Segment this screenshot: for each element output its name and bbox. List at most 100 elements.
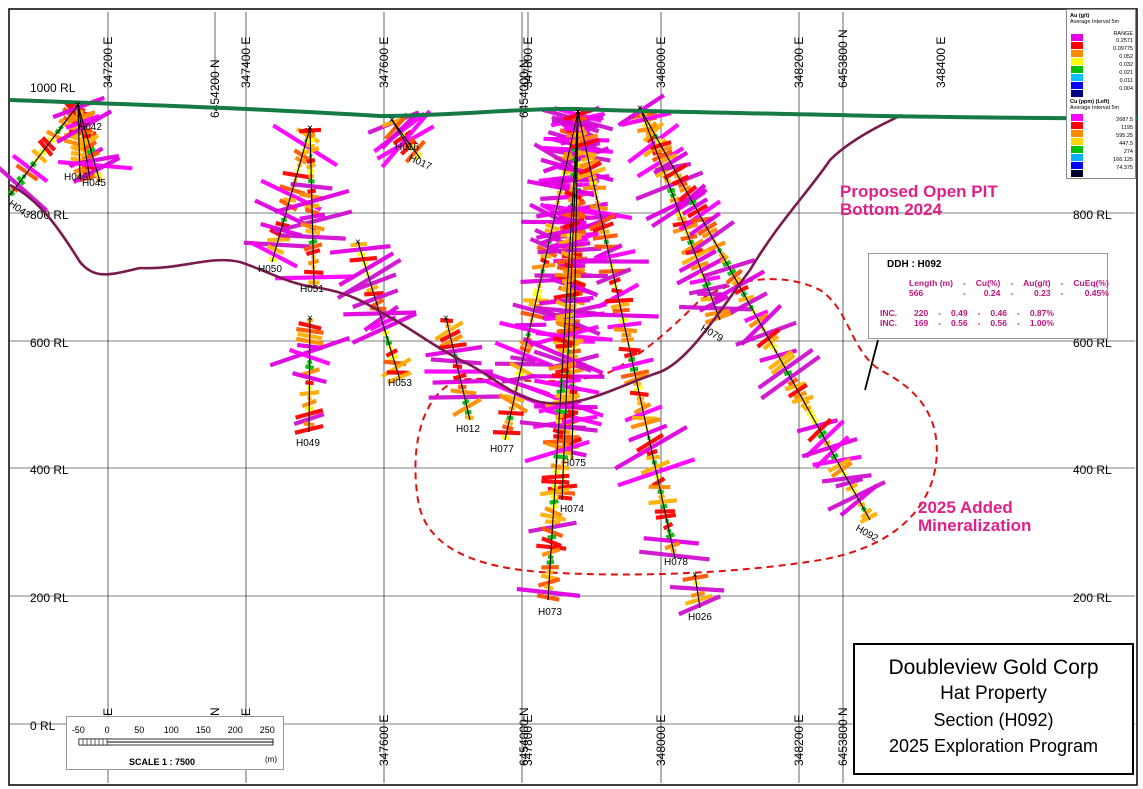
au-swatch xyxy=(1071,82,1083,89)
topography-line xyxy=(9,98,1138,121)
rl-label: 600 RL xyxy=(30,336,69,350)
ddh-cell: INC. xyxy=(880,318,897,328)
rl-labels-left: 1000 RL 800 RL 600 RL 400 RL 200 RL 0 RL xyxy=(30,81,76,733)
scale-tick: 150 xyxy=(196,725,211,735)
drill-trace xyxy=(77,104,101,183)
drill-trace xyxy=(77,104,81,179)
hole-label: H077 xyxy=(490,444,514,455)
cu-value: 166.125 xyxy=(1113,157,1133,163)
collar-mark: × xyxy=(389,115,395,126)
ddh-cell: 0.24 xyxy=(983,288,1001,298)
ddh-row: INC. 169 - 0.56 - 0.56 - 1.00% xyxy=(875,318,1059,328)
cu-swatch xyxy=(1071,130,1083,137)
rl-label: 200 RL xyxy=(1073,591,1112,605)
collar-mark: × xyxy=(575,107,581,118)
hole-label: H046 xyxy=(64,172,88,183)
collar-mark: × xyxy=(307,313,313,324)
ddh-sep: - xyxy=(1060,278,1064,288)
cu-swatch xyxy=(1071,162,1083,169)
au-value: 0.2571 xyxy=(1116,38,1133,44)
au-value: 0.011 xyxy=(1119,78,1133,84)
scale-tick: 250 xyxy=(260,725,275,735)
callout-leader xyxy=(864,339,879,391)
drill-trace xyxy=(308,317,311,433)
au-legend-subtitle: Average Interval 5m xyxy=(1070,19,1120,25)
collar-mark: × xyxy=(575,107,581,118)
au-legend-title: Au (g/t) xyxy=(1070,13,1090,19)
grid-label: 347800 E xyxy=(521,37,535,88)
collar-mark: × xyxy=(355,237,361,248)
ddh-col-au: Au(g/t) xyxy=(1023,278,1051,288)
collar-mark: × xyxy=(575,107,581,118)
rl-label: 600 RL xyxy=(1073,336,1112,350)
grid-label: 348400 E xyxy=(934,37,948,88)
added-mineralization-outline xyxy=(414,278,938,576)
scale-bar-box: -50 0 50 100 150 200 250 (m) SCALE 1 : 7500 xyxy=(66,716,284,770)
scale-label: SCALE 1 : 7500 xyxy=(129,757,195,767)
collar-mark: × xyxy=(75,100,81,111)
ddh-row: 566 - 0.24 - 0.23 - 0.45% xyxy=(875,288,1114,298)
ddh-cell: - xyxy=(1060,288,1064,298)
collar-mark: × xyxy=(637,103,643,114)
au-range-label: RANGE xyxy=(1113,31,1133,37)
grid-label: 347200 E xyxy=(101,37,115,88)
scale-tick: 0 xyxy=(105,725,110,735)
au-swatch xyxy=(1071,34,1083,41)
cu-legend-subtitle: Average Interval 5m xyxy=(1070,105,1120,111)
ddh-cell: 0.23 xyxy=(1034,288,1051,298)
au-value: 0.004 xyxy=(1119,86,1133,92)
mineralization-label: 2025 Added Mineralization xyxy=(918,499,1031,535)
ddh-table-inc: INC. 220 - 0.49 - 0.46 - 0.87% INC. 169 … xyxy=(875,308,1059,328)
au-swatch xyxy=(1071,58,1083,65)
rl-label: 1000 RL xyxy=(30,81,76,95)
ddh-cell: 0.46 xyxy=(990,308,1007,318)
grid-label: 347600 E xyxy=(377,715,391,766)
drill-trace xyxy=(694,574,701,609)
cu-value: 74.375 xyxy=(1116,165,1133,171)
ddh-cell: 0.49 xyxy=(951,308,968,318)
cu-swatch xyxy=(1071,122,1083,129)
collar-mark: × xyxy=(637,103,643,114)
scale-bar: -50 0 50 100 150 200 250 (m) SCALE 1 : 7500 xyxy=(72,725,278,767)
cu-value: 447.5 xyxy=(1119,141,1133,147)
drill-trace xyxy=(547,111,579,601)
company-name: Doubleview Gold Corp xyxy=(888,656,1099,679)
au-swatch xyxy=(1071,42,1083,49)
ddh-cell: - xyxy=(977,318,981,328)
ddh-cell: - xyxy=(962,288,966,298)
cu-swatch xyxy=(1071,138,1083,145)
cu-swatch xyxy=(1071,146,1083,153)
property-name: Hat Property xyxy=(940,683,1047,704)
ddh-cell: - xyxy=(938,318,942,328)
ddh-title: DDH : H092 xyxy=(887,259,942,270)
grid-label: 6454000 N xyxy=(517,707,531,766)
hole-label: H042 xyxy=(78,122,102,133)
grid-label: N xyxy=(208,707,222,716)
mineralization-label-line2: Mineralization xyxy=(918,516,1032,535)
cu-swatch xyxy=(1071,114,1083,121)
ddh-cell: 0.56 xyxy=(990,318,1007,328)
ddh-row: INC. 220 - 0.49 - 0.46 - 0.87% xyxy=(875,308,1059,318)
hole-label: H051 xyxy=(300,284,324,295)
scale-tick: 50 xyxy=(134,725,144,735)
scale-tick: 100 xyxy=(164,725,179,735)
rl-label: 400 RL xyxy=(1073,463,1112,477)
collar-mark: × xyxy=(443,313,449,324)
ddh-sep: - xyxy=(962,278,966,288)
collar-mark: × xyxy=(307,123,313,134)
northing-lines xyxy=(214,12,844,783)
hole-label: H012 xyxy=(456,424,480,435)
rl-label: 400 RL xyxy=(30,463,69,477)
cu-value: 595.25 xyxy=(1116,133,1133,139)
collar-mark: × xyxy=(75,100,81,111)
grid-label: 347800 E xyxy=(521,715,535,766)
hole-label: H075 xyxy=(562,458,586,469)
grid-labels-top: 347200 E 6454200 N 347400 E 347600 E 6454000… xyxy=(101,29,948,118)
collar-mark: × xyxy=(389,115,395,126)
collar-mark: × xyxy=(307,123,313,134)
grid-label: 348000 E xyxy=(654,715,668,766)
hole-label: H049 xyxy=(296,438,320,449)
ddh-cell: 0.56 xyxy=(951,318,968,328)
grid-label: 6453800 N xyxy=(836,707,850,766)
